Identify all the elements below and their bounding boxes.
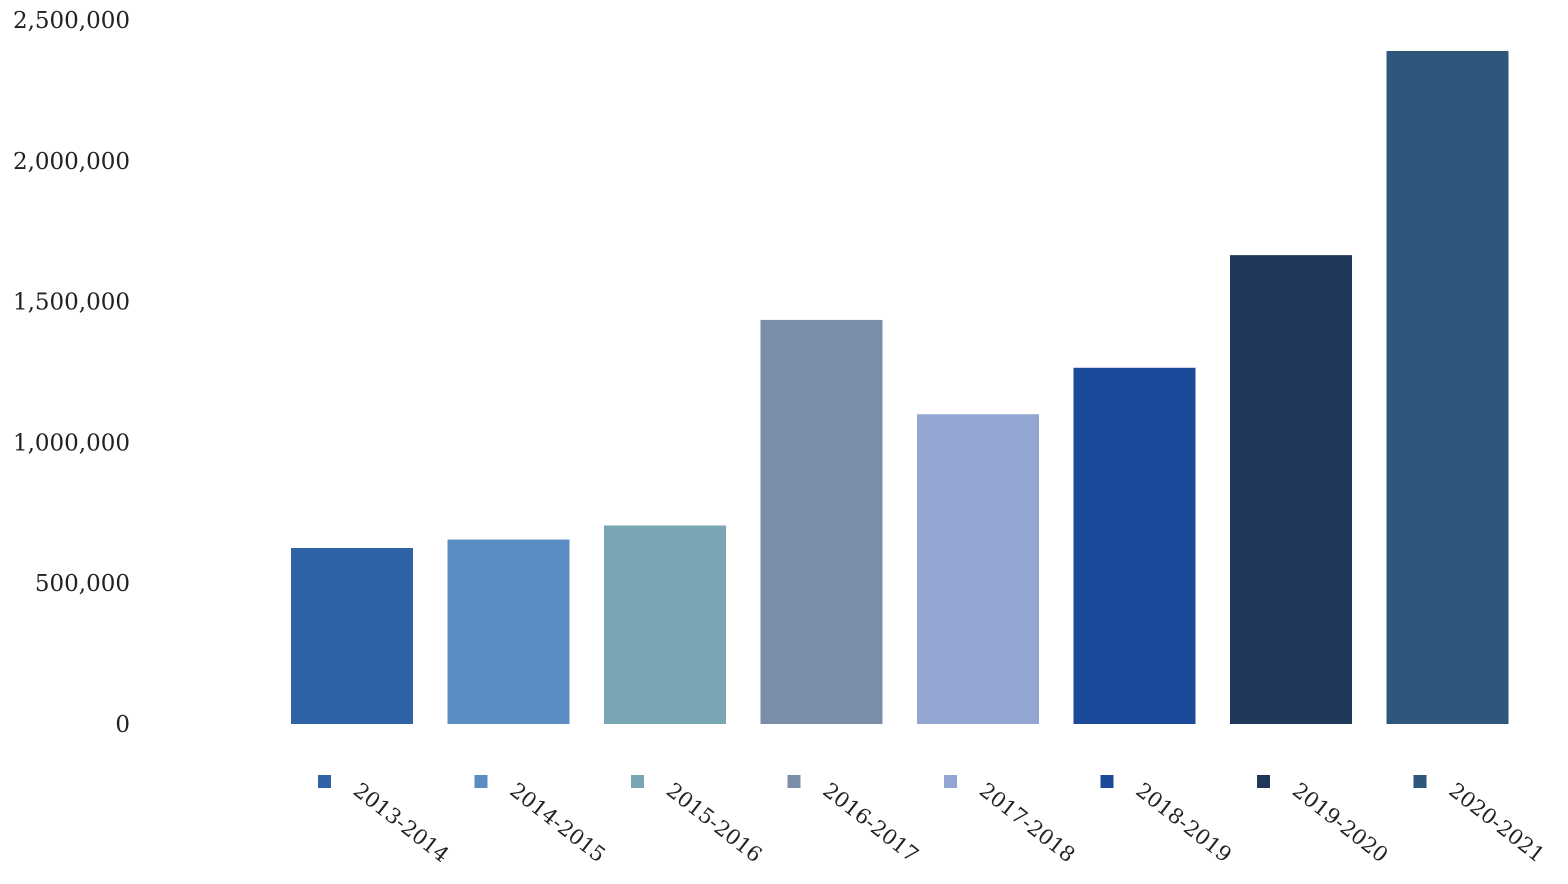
bar-2020-2021: [1386, 50, 1509, 724]
legend-marker-2019-2020: [1257, 775, 1270, 788]
y-axis: 0 500,000 1,000,000 1,500,000 2,000,000 2,500…: [13, 8, 130, 738]
legend-marker-2018-2019: [1100, 775, 1114, 788]
x-tick-label: 2013-2014: [349, 778, 454, 867]
bar-2019-2020: [1230, 255, 1352, 725]
legend-marker-2014-2015: [474, 775, 488, 788]
x-tick-label: 2015-2016: [662, 778, 767, 867]
y-tick-label: 0: [115, 712, 130, 738]
y-tick-label: 2,000,000: [13, 149, 130, 175]
x-axis-labels: 2013-2014 2014-2015 2015-2016 2016-2017 2017…: [318, 775, 1549, 867]
bar-2015-2016: [604, 525, 726, 724]
x-tick-label: 2019-2020: [1288, 778, 1393, 867]
legend-marker-2017-2018: [944, 775, 957, 788]
bar-2018-2019: [1073, 367, 1196, 724]
x-tick-label: 2020-2021: [1444, 778, 1549, 867]
bar-2016-2017: [760, 319, 883, 724]
y-tick-label: 1,000,000: [13, 430, 130, 456]
x-tick-label: 2014-2015: [505, 778, 610, 867]
bars-group: [291, 50, 1509, 725]
x-tick-label: 2017-2018: [975, 778, 1080, 867]
legend-marker-2016-2017: [787, 775, 801, 788]
bar-2017-2018: [917, 414, 1039, 724]
bar-2013-2014: [291, 548, 413, 724]
y-tick-label: 2,500,000: [13, 8, 130, 34]
legend-marker-2020-2021: [1413, 775, 1427, 788]
y-tick-label: 1,500,000: [13, 290, 130, 316]
bar-2014-2015: [447, 539, 570, 724]
y-tick-label: 500,000: [35, 571, 130, 597]
x-tick-label: 2016-2017: [818, 778, 923, 867]
legend-marker-2013-2014: [318, 775, 331, 788]
legend-marker-2015-2016: [631, 775, 644, 788]
x-tick-label: 2018-2019: [1131, 778, 1236, 867]
